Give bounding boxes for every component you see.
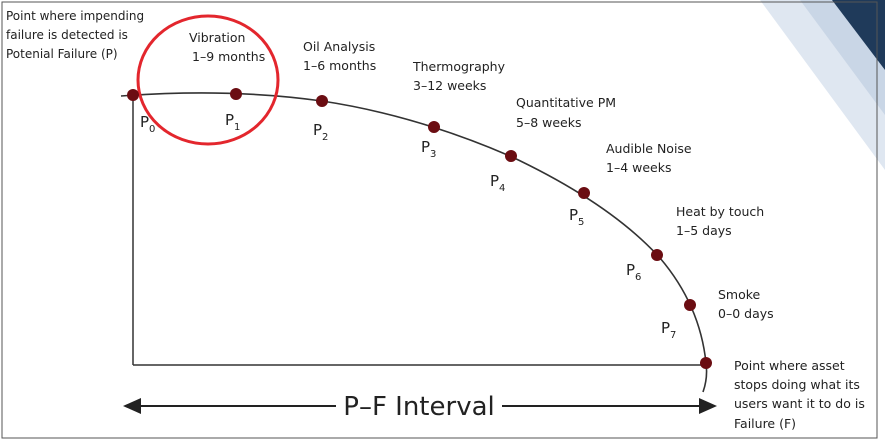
point-label-p4: P4 xyxy=(490,172,505,194)
point-label-p2: P2 xyxy=(313,121,328,143)
stage-time: 0–0 days xyxy=(718,306,774,321)
start-note: Point where impending failure is detecte… xyxy=(6,9,144,61)
stage-time: 1–9 months xyxy=(192,49,265,64)
arrow-right-head xyxy=(699,398,717,414)
point-p2 xyxy=(316,95,328,107)
stage-name: Quantitative PM xyxy=(516,95,616,110)
point-label-p7: P7 xyxy=(661,319,676,341)
stage-name: Thermography xyxy=(412,59,506,74)
stage-name: Oil Analysis xyxy=(303,39,375,54)
start-note-line: failure is detected is xyxy=(6,28,128,42)
end-note-line: Point where asset xyxy=(734,358,845,373)
interval-label: P–F Interval xyxy=(343,392,494,422)
stage-time: 3–12 weeks xyxy=(413,78,486,93)
point-p4 xyxy=(505,150,517,162)
stage-name: Vibration xyxy=(189,30,245,45)
stage-time: 1–6 months xyxy=(303,58,376,73)
stage-label-4: Quantitative PM 5–8 weeks xyxy=(516,95,616,130)
point-p0 xyxy=(127,89,139,101)
stage-time: 5–8 weeks xyxy=(516,115,582,130)
curve-points xyxy=(127,88,712,369)
point-p5 xyxy=(578,187,590,199)
stage-label-6: Heat by touch 1–5 days xyxy=(676,204,764,238)
start-note-line: Point where impending xyxy=(6,9,144,23)
start-note-line: Potenial Failure (P) xyxy=(6,47,118,61)
stage-name: Audible Noise xyxy=(606,141,692,156)
ribbon-dark xyxy=(832,0,885,70)
point-p3 xyxy=(428,121,440,133)
stage-label-5: Audible Noise 1–4 weeks xyxy=(606,141,692,175)
arrow-left-head xyxy=(123,398,141,414)
end-note-line: users want it to do is xyxy=(734,396,865,411)
highlight-circle xyxy=(136,14,280,146)
stage-label-1: Vibration 1–9 months xyxy=(189,30,265,64)
stage-name: Smoke xyxy=(718,287,761,302)
point-p1 xyxy=(230,88,242,100)
point-label-p3: P3 xyxy=(421,138,436,160)
end-note: Point where asset stops doing what its u… xyxy=(734,358,865,431)
corner-ribbon xyxy=(760,0,885,170)
point-failure xyxy=(700,357,712,369)
point-label-p5: P5 xyxy=(569,206,584,228)
stage-label-7: Smoke 0–0 days xyxy=(718,287,774,321)
point-p7 xyxy=(684,299,696,311)
point-label-p6: P6 xyxy=(626,261,641,283)
stage-label-2: Oil Analysis 1–6 months xyxy=(303,39,376,73)
stage-name: Heat by touch xyxy=(676,204,764,219)
point-label-p1: P1 xyxy=(225,111,240,133)
pf-curve xyxy=(120,92,708,393)
point-p6 xyxy=(651,249,663,261)
end-note-line: Failure (F) xyxy=(734,416,796,431)
stage-time: 1–4 weeks xyxy=(606,160,672,175)
pf-interval-arrow: P–F Interval xyxy=(123,392,717,422)
stage-time: 1–5 days xyxy=(676,223,732,238)
end-note-line: stops doing what its xyxy=(734,377,860,392)
stage-label-3: Thermography 3–12 weeks xyxy=(412,59,506,93)
point-label-p0: P0 xyxy=(140,113,155,135)
